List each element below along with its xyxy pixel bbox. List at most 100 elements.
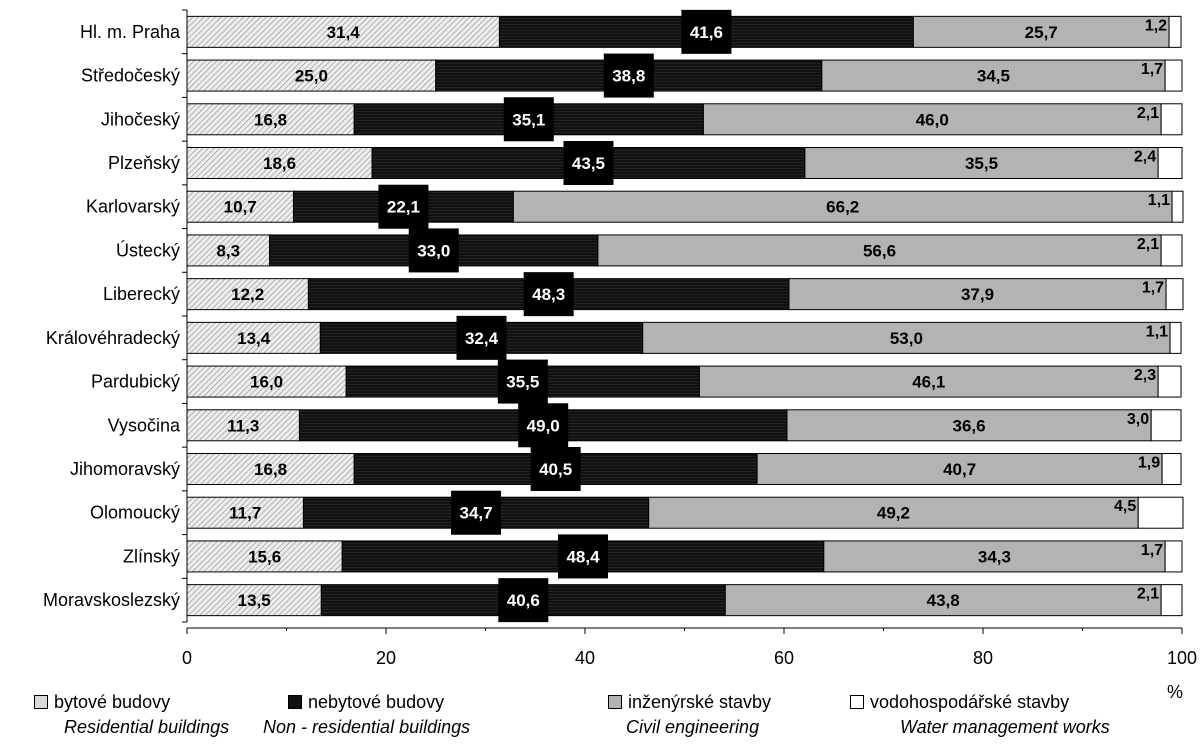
data-label: 2,4 — [1134, 149, 1156, 166]
bar-segment — [186, 147, 373, 179]
data-label: 13,5 — [238, 591, 271, 610]
data-label: 11,7 — [229, 504, 261, 523]
bar-segment — [1164, 540, 1183, 573]
data-label: 1,1 — [1146, 323, 1168, 340]
data-label-box — [558, 534, 609, 579]
bar-segment — [1150, 409, 1182, 442]
data-label-box — [563, 141, 614, 185]
data-label: 34,7 — [460, 504, 493, 523]
bar-segment — [724, 584, 1162, 617]
x-tick-label: 60 — [774, 648, 794, 668]
bar-segment — [1137, 496, 1184, 529]
data-label: 13,4 — [237, 329, 271, 348]
category-label: Vysočina — [108, 415, 181, 435]
bar-segment — [186, 15, 500, 48]
bar-segment — [823, 540, 1166, 573]
bar-segment — [1157, 147, 1183, 179]
data-label: 43,8 — [927, 591, 960, 610]
bar-segment — [186, 453, 355, 485]
bar-segment — [1160, 103, 1183, 136]
data-label-box — [498, 578, 549, 623]
data-label: 53,0 — [890, 329, 923, 348]
bar-segment — [1169, 321, 1182, 354]
data-label-box — [408, 228, 459, 273]
bar-segment — [186, 496, 304, 529]
data-label: 25,7 — [1025, 23, 1058, 42]
legend-swatch-civil — [608, 695, 622, 709]
legend-label-cz: bytové budovy — [54, 692, 171, 712]
data-label: 31,4 — [327, 23, 361, 42]
data-label-box — [451, 490, 502, 535]
data-label: 1,1 — [1148, 192, 1170, 209]
data-label: 41,6 — [690, 23, 723, 42]
data-label: 46,0 — [916, 110, 949, 129]
bar-segment — [597, 234, 1162, 267]
data-label-box — [456, 315, 507, 360]
data-label: 1,7 — [1142, 280, 1164, 297]
bar-segment — [186, 409, 300, 442]
bar-segment — [788, 278, 1167, 311]
bar-segment — [698, 365, 1159, 398]
data-label: 16,8 — [254, 460, 287, 479]
data-label-box — [681, 9, 732, 54]
bar-segment — [186, 278, 309, 311]
data-label: 56,6 — [863, 241, 896, 260]
data-label: 35,1 — [512, 110, 545, 129]
bar-segment — [702, 103, 1162, 136]
data-label: 40,7 — [943, 460, 976, 479]
data-label: 1,7 — [1141, 542, 1163, 559]
data-label: 15,6 — [248, 547, 281, 566]
legend-label-cz: vodohospodářské stavby — [870, 692, 1070, 712]
data-label: 12,2 — [231, 285, 264, 304]
legend-swatch-residential — [34, 695, 48, 709]
data-label: 11,3 — [227, 416, 259, 435]
data-label: 1,9 — [1138, 455, 1160, 472]
x-axis-unit: % — [1167, 682, 1184, 702]
data-label: 25,0 — [295, 67, 328, 86]
data-label: 16,8 — [254, 110, 287, 129]
data-label: 2,3 — [1134, 367, 1156, 384]
legend-swatch-water — [850, 695, 864, 709]
data-label: 43,5 — [572, 154, 605, 173]
bar-segment — [186, 540, 343, 573]
bar-segment — [1160, 234, 1183, 267]
bar-segment — [1157, 365, 1182, 398]
data-label: 36,6 — [953, 416, 986, 435]
x-tick-label: 40 — [575, 648, 595, 668]
bar-segment — [1164, 59, 1183, 92]
legend-label-en: Water management works — [900, 717, 1110, 737]
bar-segment — [186, 103, 355, 136]
category-label: Jihomoravský — [70, 459, 180, 479]
data-label: 2,1 — [1137, 586, 1159, 603]
category-label: Olomoucký — [90, 503, 180, 523]
category-label: Zlínský — [123, 546, 180, 566]
data-label-box — [530, 447, 581, 491]
data-label: 37,9 — [961, 285, 994, 304]
data-label-box — [518, 403, 569, 448]
bar-segment — [821, 59, 1166, 92]
x-tick-label: 80 — [973, 648, 993, 668]
stacked-bar-chart: Hl. m. Praha 31,4 41,6 25,7 1,2 Středočeský 25… — [43, 9, 1197, 668]
x-tick-label: 0 — [182, 648, 192, 668]
category-label: Plzeňský — [108, 153, 180, 173]
data-label: 4,5 — [1114, 498, 1136, 515]
legend-label-en: Civil engineering — [626, 717, 760, 737]
bar-segment — [186, 321, 321, 354]
data-label: 46,1 — [912, 373, 945, 392]
data-label: 66,2 — [826, 198, 859, 217]
data-label: 33,0 — [417, 241, 450, 260]
bar-segment — [186, 584, 322, 617]
bar-segment — [804, 147, 1159, 179]
data-label: 16,0 — [250, 373, 283, 392]
bar-segment — [186, 190, 294, 223]
data-label: 40,6 — [507, 591, 540, 610]
data-label: 22,1 — [387, 198, 420, 217]
data-label: 35,5 — [506, 373, 539, 392]
data-label: 40,5 — [539, 460, 572, 479]
data-label-box — [503, 97, 554, 142]
data-label: 35,5 — [965, 154, 998, 173]
data-label-box — [497, 359, 548, 404]
data-label: 18,6 — [263, 154, 296, 173]
bar-segment — [1168, 15, 1182, 48]
data-label: 3,0 — [1127, 411, 1149, 428]
